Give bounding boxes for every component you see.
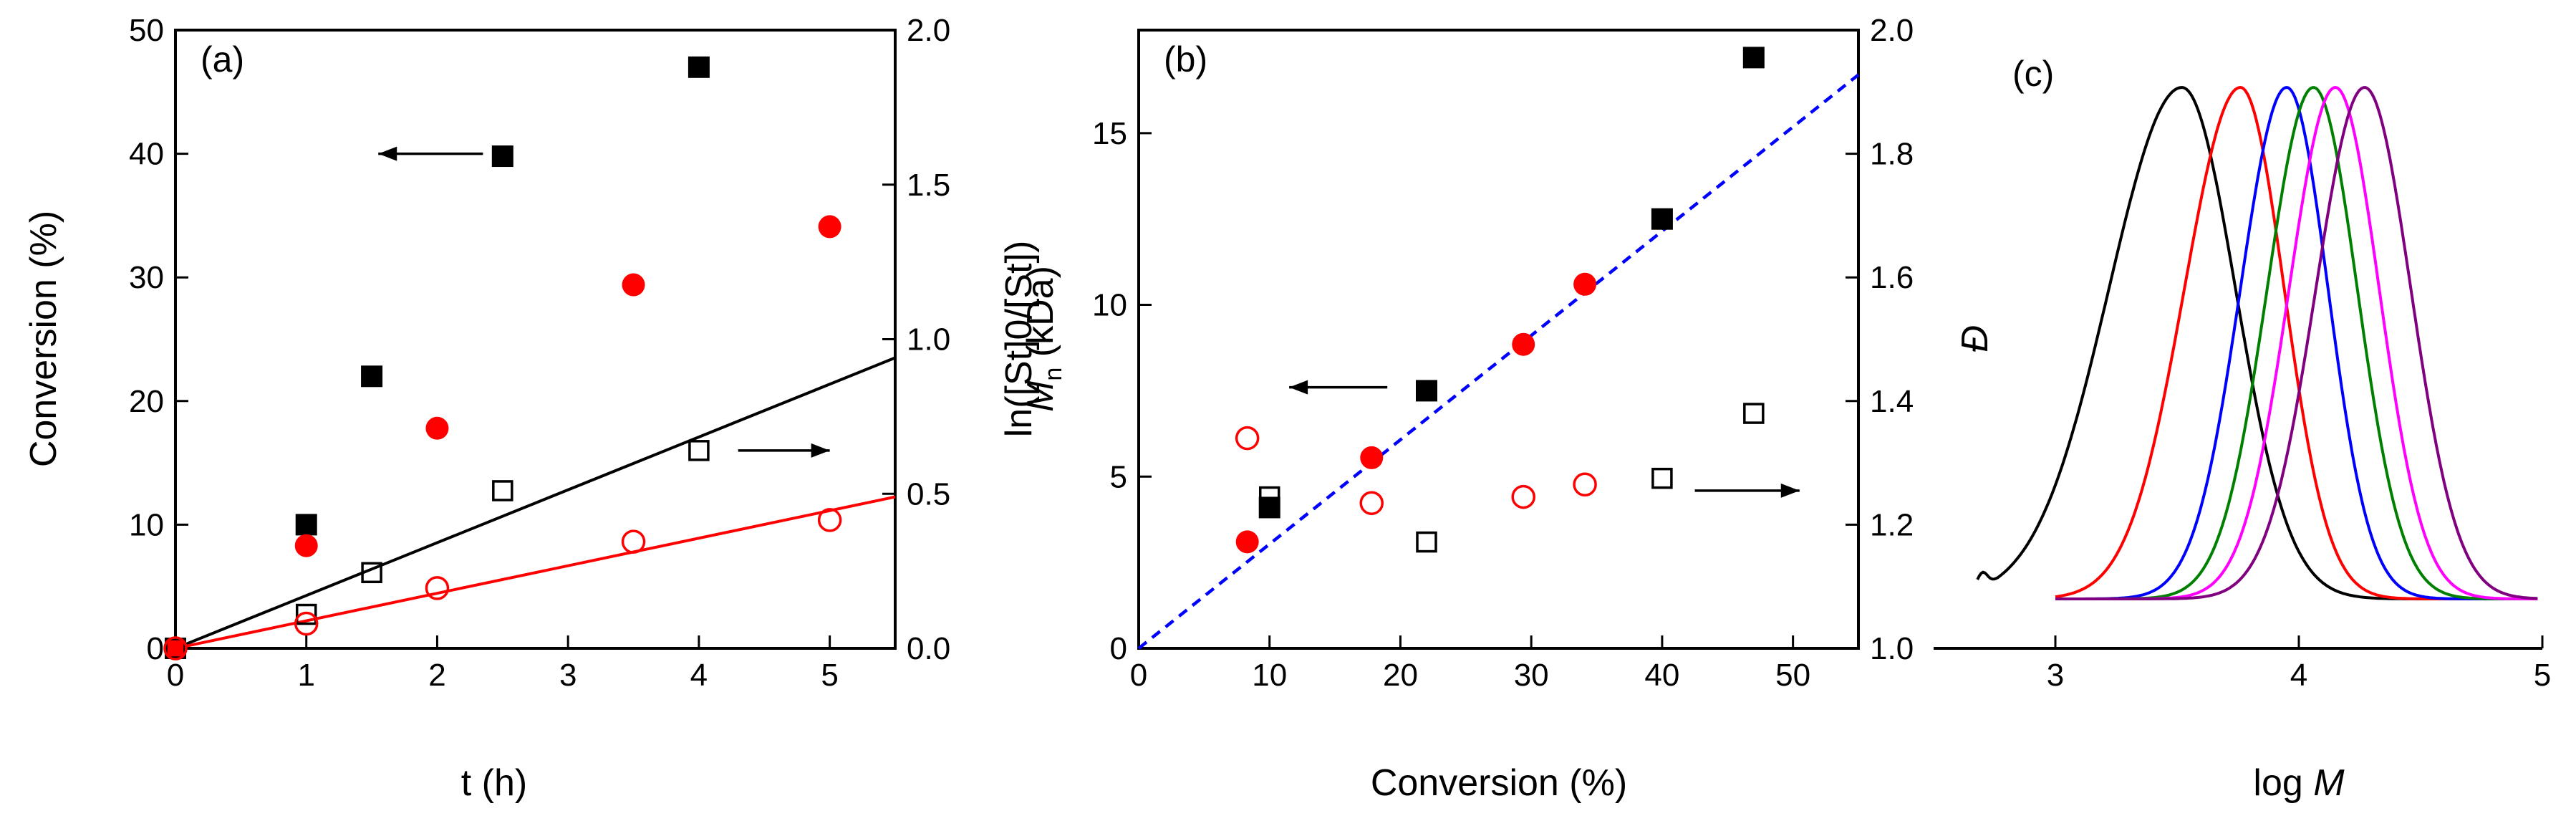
marker-filled-square-0-1 xyxy=(295,514,317,536)
panel-c-label: (c) xyxy=(2012,54,2054,94)
y-left-tick-label: 20 xyxy=(129,384,164,419)
x-tick-label: 5 xyxy=(2534,658,2551,693)
panel-a-frame xyxy=(174,29,897,650)
marker-open-square-2-1 xyxy=(295,603,317,625)
marker-filled-circle-1-0 xyxy=(1235,530,1259,554)
y-right-tick-label: 1.4 xyxy=(1870,384,1914,419)
gpc-trace-4 xyxy=(2055,85,2538,600)
panel-b-ylabel-right: Đ xyxy=(1954,325,1996,352)
marker-open-circle-3-3 xyxy=(1573,472,1597,497)
panel-b-frame xyxy=(1137,29,1860,650)
panel-a-label: (a) xyxy=(201,39,244,80)
marker-open-circle-3-0 xyxy=(1235,426,1260,451)
marker-open-square-2-3 xyxy=(492,480,513,501)
x-tick-label: 30 xyxy=(1514,658,1549,693)
y-left-tick-label: 30 xyxy=(129,260,164,295)
marker-open-circle-3-1 xyxy=(294,611,319,636)
x-tick-label: 4 xyxy=(2290,658,2307,693)
y-right-tick-label: 1.8 xyxy=(1870,137,1914,172)
y-right-tick-label: 1.2 xyxy=(1870,507,1914,542)
marker-open-circle-3-2 xyxy=(425,576,450,600)
x-tick-label: 3 xyxy=(2047,658,2064,693)
panel-b-ylabel-left: Mn (kDa) xyxy=(1020,266,1067,412)
x-tick-label: 3 xyxy=(559,658,577,693)
y-left-tick-label: 40 xyxy=(129,137,164,172)
marker-filled-square-0-3 xyxy=(491,145,513,168)
x-tick-label: 5 xyxy=(821,658,838,693)
x-tick-label: 2 xyxy=(428,658,445,693)
panel-a-ylabel-right: ln([St]0/[St]) xyxy=(998,241,1040,438)
marker-filled-circle-1-3 xyxy=(1573,272,1597,296)
y-right-tick-label: 2.0 xyxy=(1870,13,1914,48)
panel-b-xlabel: Conversion (%) xyxy=(1371,762,1627,804)
panel-a: (a) Conversion (%) ln([St]0/[St]) t (h) … xyxy=(23,13,1040,804)
panel-c-xlabel: log M xyxy=(2253,762,2345,804)
marker-open-square-2-2 xyxy=(361,562,382,584)
x-tick-label: 0 xyxy=(1130,658,1147,693)
gpc-trace-3 xyxy=(2055,86,2538,600)
marker-open-square-2-0 xyxy=(165,638,186,659)
gpc-trace-5 xyxy=(2055,86,2538,600)
y-right-tick-label: 0.5 xyxy=(907,476,950,512)
x-tick-label: 4 xyxy=(690,658,708,693)
marker-open-square-2-3 xyxy=(1743,403,1765,424)
marker-open-circle-3-4 xyxy=(817,508,842,532)
x-tick-label: 0 xyxy=(167,658,184,693)
y-right-tick-label: 1.0 xyxy=(907,322,950,357)
x-tick-label: 1 xyxy=(297,658,314,693)
marker-open-circle-3-1 xyxy=(1359,491,1384,515)
gpc-trace-2 xyxy=(2055,85,2538,600)
panel-a-xlabel: t (h) xyxy=(461,762,527,804)
x-tick-label: 10 xyxy=(1252,658,1287,693)
marker-filled-circle-1-2 xyxy=(1512,332,1535,356)
y-left-tick-label: 5 xyxy=(1110,459,1127,494)
marker-open-square-2-2 xyxy=(1651,467,1673,489)
panel-b-label: (b) xyxy=(1164,39,1207,80)
y-right-tick-label: 0.0 xyxy=(907,631,950,666)
marker-open-square-2-4 xyxy=(688,440,710,461)
y-right-tick-label: 1.5 xyxy=(907,168,950,203)
y-left-tick-label: 10 xyxy=(1092,288,1127,323)
marker-filled-square-0-4 xyxy=(688,56,710,78)
panel-c: (c) log M 3 4 5 xyxy=(1934,54,2551,804)
marker-filled-square-0-1 xyxy=(1416,380,1437,402)
y-left-tick-label: 50 xyxy=(129,13,164,48)
theory-line xyxy=(1137,73,1860,650)
x-tick-label: 40 xyxy=(1644,658,1679,693)
arrow-1-head xyxy=(811,443,830,458)
arrow-1-head xyxy=(1780,483,1800,498)
y-left-tick-label: 0 xyxy=(1110,631,1127,666)
marker-filled-circle-1-4 xyxy=(818,215,841,239)
marker-filled-square-0-0 xyxy=(1258,496,1280,519)
panel-a-ylabel-left: Conversion (%) xyxy=(23,211,64,467)
y-left-tick-label: 15 xyxy=(1092,116,1127,151)
gpc-trace-1 xyxy=(2055,85,2538,600)
marker-open-square-2-0 xyxy=(1258,486,1280,508)
marker-filled-circle-1-1 xyxy=(294,534,318,557)
marker-open-circle-3-2 xyxy=(1511,484,1535,509)
marker-open-circle-3-3 xyxy=(621,529,646,554)
y-right-tick-label: 1.0 xyxy=(1870,631,1914,666)
marker-open-circle-3-0 xyxy=(163,636,188,661)
marker-filled-circle-1-1 xyxy=(1360,446,1384,469)
fit-line-2 xyxy=(175,356,896,650)
x-tick-label: 20 xyxy=(1383,658,1418,693)
marker-filled-circle-1-3 xyxy=(622,273,645,297)
marker-filled-square-0-3 xyxy=(1742,47,1765,69)
marker-filled-square-0-2 xyxy=(1651,208,1673,230)
y-left-tick-label: 10 xyxy=(129,507,164,542)
y-left-tick-label: 0 xyxy=(147,631,164,666)
marker-filled-circle-1-2 xyxy=(425,416,449,440)
marker-filled-circle-1-0 xyxy=(164,637,187,660)
arrow-0-head xyxy=(378,146,397,161)
marker-open-square-2-1 xyxy=(1416,531,1437,553)
panel-b: (b) Mn (kDa) Đ Conversion (%) 0 10 20 30 40 5… xyxy=(1020,13,1996,804)
y-right-tick-label: 1.6 xyxy=(1870,260,1914,295)
marker-filled-square-0-2 xyxy=(361,365,383,388)
fit-line-3 xyxy=(175,495,896,650)
y-right-tick-label: 2.0 xyxy=(907,13,950,48)
x-tick-label: 50 xyxy=(1775,658,1810,693)
arrow-0-head xyxy=(1289,380,1308,395)
